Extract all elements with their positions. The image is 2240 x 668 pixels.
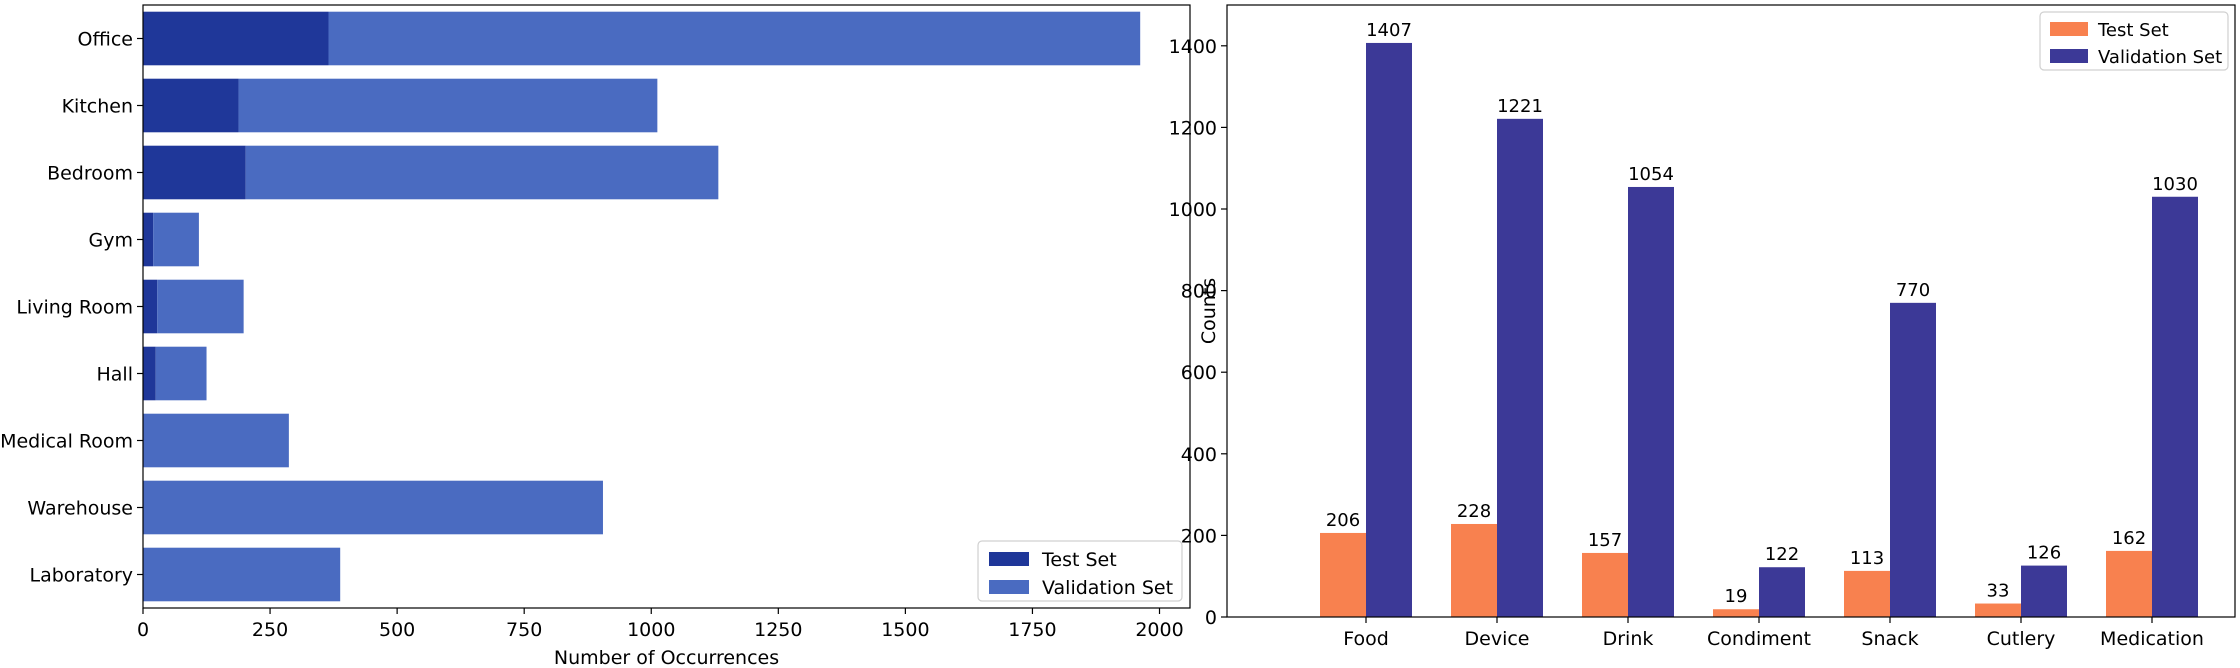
y-tick-label: Medical Room bbox=[0, 431, 133, 453]
bar-drink-validation bbox=[1628, 186, 1674, 617]
x-tick-label: Food bbox=[1343, 628, 1389, 650]
bar-condiment-validation bbox=[1759, 567, 1805, 617]
bar-office-validation bbox=[328, 11, 1141, 66]
y-tick-label: 0 bbox=[1205, 607, 1217, 629]
counts-chart: 206 1407 Food 228 1221 Device 157 1054 Drink 19 12… bbox=[1169, 4, 2236, 650]
bar-laboratory-validation bbox=[143, 547, 341, 602]
legend-label: Validation Set bbox=[1042, 577, 1173, 599]
y-tick-label: 200 bbox=[1181, 525, 1217, 547]
bar-hall-test bbox=[143, 346, 156, 401]
legend-label: Test Set bbox=[2097, 20, 2169, 41]
bar-cutlery-test bbox=[1975, 603, 2021, 617]
x-tick-label: Cutlery bbox=[1987, 628, 2056, 650]
x-axis-label: Number of Occurrences bbox=[554, 647, 779, 668]
y-tick-label: 1000 bbox=[1169, 199, 1217, 221]
y-axis-label: Counts bbox=[1198, 278, 1220, 344]
occurrences-chart: Office Kitchen Bedroom Gym Living Room Hall Me… bbox=[0, 4, 1191, 668]
bar-gym-validation bbox=[153, 212, 199, 267]
bar-bedroom-test bbox=[143, 145, 246, 200]
data-label: 33 bbox=[1987, 581, 2010, 602]
x-tick-label: 250 bbox=[252, 619, 288, 641]
data-label: 206 bbox=[1326, 510, 1360, 531]
y-tick-label: 400 bbox=[1181, 444, 1217, 466]
x-tick-label: 1500 bbox=[881, 619, 929, 641]
data-label: 126 bbox=[2027, 543, 2061, 564]
bar-device-test bbox=[1451, 523, 1497, 617]
legend: Test Set Validation Set bbox=[2039, 11, 2229, 71]
bar-living-room-validation bbox=[157, 279, 244, 334]
legend-label: Validation Set bbox=[2098, 47, 2222, 68]
bar-kitchen-test bbox=[143, 78, 239, 133]
bar-bedroom-validation bbox=[245, 145, 719, 200]
y-tick-label: Office bbox=[78, 29, 133, 51]
bar-food-validation bbox=[1366, 42, 1412, 618]
y-tick-label: 600 bbox=[1181, 362, 1217, 384]
bar-warehouse-validation bbox=[143, 480, 603, 535]
bar-condiment-test bbox=[1713, 609, 1759, 617]
data-label: 228 bbox=[1457, 501, 1491, 522]
y-tick-label: Laboratory bbox=[30, 565, 134, 587]
bar-medical-room-validation bbox=[143, 413, 289, 468]
bar-device-validation bbox=[1497, 118, 1543, 617]
x-tick-label: 0 bbox=[137, 619, 149, 641]
data-label: 1054 bbox=[1628, 164, 1674, 185]
x-tick-label: 500 bbox=[379, 619, 415, 641]
bar-drink-test bbox=[1582, 552, 1628, 617]
data-label: 113 bbox=[1850, 548, 1884, 569]
y-tick-label: Warehouse bbox=[27, 498, 133, 520]
plot-frame bbox=[1226, 4, 2236, 618]
x-tick-label: 750 bbox=[506, 619, 542, 641]
legend-swatch bbox=[2050, 22, 2088, 36]
x-tick-label: Device bbox=[1465, 628, 1530, 650]
bar-living-room-test bbox=[143, 279, 158, 334]
data-label: 1407 bbox=[1366, 20, 1412, 41]
data-label: 157 bbox=[1588, 530, 1622, 551]
x-tick-label: 1750 bbox=[1008, 619, 1056, 641]
legend-swatch bbox=[989, 552, 1029, 566]
bar-gym-test bbox=[143, 212, 154, 267]
y-tick-label: 1200 bbox=[1169, 117, 1217, 139]
data-label: 1030 bbox=[2152, 174, 2198, 195]
bar-snack-validation bbox=[1890, 302, 1936, 617]
bar-snack-test bbox=[1844, 570, 1890, 617]
legend-swatch bbox=[2050, 49, 2088, 63]
x-tick-label: Snack bbox=[1861, 628, 1918, 650]
data-label: 1221 bbox=[1497, 96, 1543, 117]
data-label: 122 bbox=[1765, 544, 1799, 565]
y-tick-label: 1400 bbox=[1169, 36, 1217, 58]
x-tick-label: Medication bbox=[2100, 628, 2204, 650]
x-tick-label: 1000 bbox=[627, 619, 675, 641]
legend: Test Set Validation Set bbox=[977, 540, 1183, 602]
x-tick-label: Condiment bbox=[1707, 628, 1811, 650]
bar-medication-test bbox=[2106, 550, 2152, 617]
y-tick-label: Gym bbox=[89, 230, 133, 252]
data-label: 770 bbox=[1896, 280, 1930, 301]
y-tick-label: Living Room bbox=[16, 297, 133, 319]
bar-hall-validation bbox=[155, 346, 207, 401]
x-tick-label: Drink bbox=[1603, 628, 1654, 650]
bar-office-test bbox=[143, 11, 329, 66]
y-tick-label: Bedroom bbox=[47, 163, 133, 185]
y-tick-label: Kitchen bbox=[62, 96, 133, 118]
bar-kitchen-validation bbox=[238, 78, 658, 133]
legend-label: Test Set bbox=[1041, 549, 1117, 571]
bar-medication-validation bbox=[2152, 196, 2198, 617]
x-tick-label: 1250 bbox=[754, 619, 802, 641]
bar-food-test bbox=[1320, 532, 1366, 617]
legend-swatch bbox=[989, 580, 1029, 594]
data-label: 19 bbox=[1725, 586, 1748, 607]
data-label: 162 bbox=[2112, 528, 2146, 549]
x-tick-label: 2000 bbox=[1135, 619, 1183, 641]
plot-frame bbox=[142, 4, 1191, 609]
y-tick-label: Hall bbox=[97, 364, 134, 386]
y-tick-label: 800 bbox=[1181, 281, 1217, 303]
bar-cutlery-validation bbox=[2021, 565, 2067, 617]
